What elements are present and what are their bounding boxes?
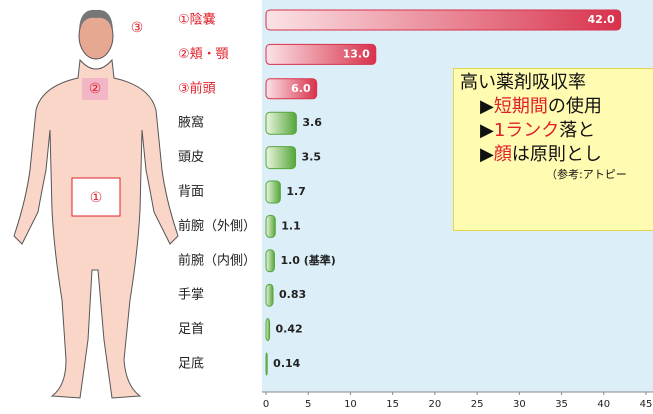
note-line: ▶1ランク落と [480,119,653,143]
x-tick-label: 10 [344,399,357,410]
note-text: の使用 [548,96,602,117]
bar [266,112,296,134]
x-tick-label: 15 [386,399,399,410]
figure-label: ② [89,81,102,97]
value-label: 6.0 [291,82,311,95]
value-label: 1.1 [281,219,301,232]
value-label: 0.42 [276,323,303,336]
value-label: 13.0 [343,47,370,60]
x-tick-label: 35 [555,399,568,410]
category-label: ①陰嚢 [178,12,216,28]
x-tick-label: 40 [597,399,610,410]
note-text: 短期間 [494,96,548,117]
note-title: 高い薬剤吸収率 [460,71,653,95]
note-line: ▶顔は原則とし [480,143,653,167]
note-text: ▶ [480,96,494,117]
bar [266,10,621,30]
note-text: ▶ [480,144,494,165]
bar [266,215,275,237]
note-line: ▶短期間の使用 [480,95,653,119]
category-label: 背面 [178,185,204,200]
page: ③ ② ① 0 5 10 15 20 25 30 35 40 45 ①陰嚢 42.0 ②頬・顎 13.0 ③… [0,0,653,414]
bar [266,250,274,272]
bar [266,284,273,306]
x-tick-label: 0 [263,399,269,410]
category-label: 頭皮 [178,150,204,165]
x-tick-label: 45 [640,399,653,410]
x-tick-label: 25 [471,399,484,410]
category-label: 腋窩 [178,115,204,131]
value-label: 42.0 [588,13,615,26]
bar [266,147,296,169]
x-tick-label: 20 [429,399,442,410]
value-label: 1.0 (基準) [280,253,335,267]
x-tick-label: 30 [513,399,526,410]
x-tick-label: 5 [305,399,311,410]
value-label: 1.7 [286,185,306,198]
category-label: ③前頭 [178,80,216,96]
value-label: 0.83 [279,288,306,301]
bar [266,181,280,203]
note-text: ▶ [480,120,494,141]
bar [266,319,270,341]
note-text: 顔 [494,144,512,165]
note-text: 落と [559,120,595,141]
category-label: 足底 [178,356,204,372]
note-text: 1ランク [494,120,559,141]
value-label: 3.5 [302,151,322,164]
note-box: 高い薬剤吸収率 ▶短期間の使用▶1ランク落と▶顔は原則とし （参考:アトピー [453,68,653,231]
category-label: 足首 [178,322,204,337]
value-label: 3.6 [302,116,322,129]
figure-label: ① [90,190,103,206]
note-text: は原則とし [512,144,602,165]
category-label: 手掌 [178,288,204,303]
category-label: ②頬・顎 [178,47,229,62]
value-label: 0.14 [273,357,300,370]
figure-label: ③ [131,20,144,36]
bar [266,353,267,375]
category-label: 前腕（内側） [178,252,256,268]
note-lines: ▶短期間の使用▶1ランク落と▶顔は原則とし [460,95,653,167]
note-source: （参考:アトピー [460,167,653,183]
category-label: 前腕（外側） [178,218,256,234]
